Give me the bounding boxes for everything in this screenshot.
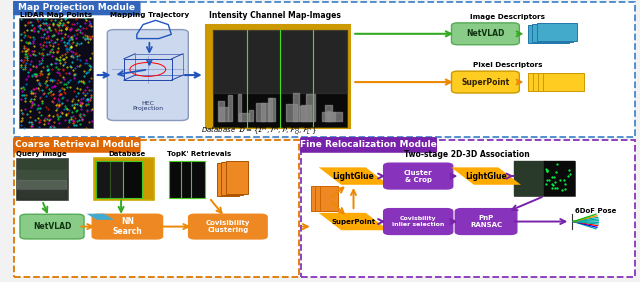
Bar [528, 25, 569, 43]
FancyBboxPatch shape [455, 209, 517, 234]
Text: Cluster
& Crop: Cluster & Crop [404, 169, 433, 182]
Polygon shape [86, 214, 114, 220]
Bar [533, 73, 573, 91]
Bar [532, 24, 573, 42]
Bar [170, 161, 183, 198]
FancyBboxPatch shape [383, 163, 452, 189]
Text: SuperPoint: SuperPoint [332, 219, 376, 224]
FancyBboxPatch shape [451, 23, 519, 45]
FancyBboxPatch shape [108, 30, 188, 120]
Text: HEC
Projection: HEC Projection [132, 100, 163, 111]
Bar [528, 73, 569, 91]
Text: Image Descriptors: Image Descriptors [470, 14, 545, 20]
FancyBboxPatch shape [20, 214, 84, 239]
Bar [14, 140, 299, 277]
Text: Intensity Channel Map-Images: Intensity Channel Map-Images [209, 11, 341, 20]
Bar [94, 158, 154, 200]
Bar [206, 25, 350, 128]
Bar [96, 161, 115, 198]
FancyBboxPatch shape [13, 0, 141, 15]
Bar [191, 161, 205, 198]
Polygon shape [451, 168, 521, 185]
Text: NN
Search: NN Search [113, 217, 142, 236]
Text: Two-stage 2D-3D Association: Two-stage 2D-3D Association [404, 150, 530, 159]
Bar [319, 186, 339, 211]
FancyBboxPatch shape [383, 209, 452, 234]
Bar [536, 23, 577, 41]
Text: 6DoF Pose: 6DoF Pose [575, 208, 616, 214]
FancyBboxPatch shape [189, 214, 267, 239]
Text: NetVLAD: NetVLAD [466, 29, 504, 38]
Bar [514, 161, 575, 196]
FancyBboxPatch shape [13, 137, 141, 153]
Bar [221, 162, 243, 195]
Bar [311, 186, 330, 211]
Bar [110, 161, 129, 198]
Text: Query Image: Query Image [16, 151, 67, 157]
Bar [217, 163, 239, 196]
Text: Covisibility
Clustering: Covisibility Clustering [205, 220, 250, 233]
Text: Covisbility
inlier selection: Covisbility inlier selection [392, 216, 444, 227]
Text: PnP
RANSAC: PnP RANSAC [470, 215, 502, 228]
Bar [19, 17, 93, 128]
Bar [543, 73, 584, 91]
Polygon shape [319, 213, 388, 230]
Text: Database: Database [109, 151, 146, 157]
Bar [16, 158, 68, 200]
Text: Pixel Descriptors: Pixel Descriptors [473, 62, 542, 68]
Bar [226, 161, 248, 194]
Text: LiDAR Map Points: LiDAR Map Points [20, 12, 92, 18]
Bar [315, 186, 334, 211]
Text: Mapping Trajectory: Mapping Trajectory [109, 12, 189, 18]
Text: Coarse Retrieval Module: Coarse Retrieval Module [15, 140, 139, 149]
Bar [301, 140, 635, 277]
Bar [538, 73, 579, 91]
Text: LightGlue: LightGlue [465, 171, 507, 180]
Text: LightGlue: LightGlue [333, 171, 374, 180]
Text: Database  $\mathcal{D} = \{\mathcal{I}^M, \mathcal{T}^M, \mathcal{P}, \mathcal{F: Database $\mathcal{D} = \{\mathcal{I}^M,… [202, 124, 317, 138]
FancyBboxPatch shape [300, 137, 437, 153]
Bar [14, 2, 635, 137]
Text: Map Projection Module: Map Projection Module [19, 3, 135, 12]
Text: NetVLAD: NetVLAD [33, 222, 71, 231]
Bar [180, 161, 195, 198]
Bar [213, 30, 347, 127]
Text: TopK' Retrievals: TopK' Retrievals [168, 151, 232, 157]
Text: SuperPoint: SuperPoint [461, 78, 509, 87]
Bar [123, 161, 142, 198]
FancyBboxPatch shape [451, 71, 519, 93]
Text: Fine Relocalization Module: Fine Relocalization Module [300, 140, 437, 149]
Polygon shape [319, 168, 388, 185]
FancyBboxPatch shape [92, 214, 163, 239]
